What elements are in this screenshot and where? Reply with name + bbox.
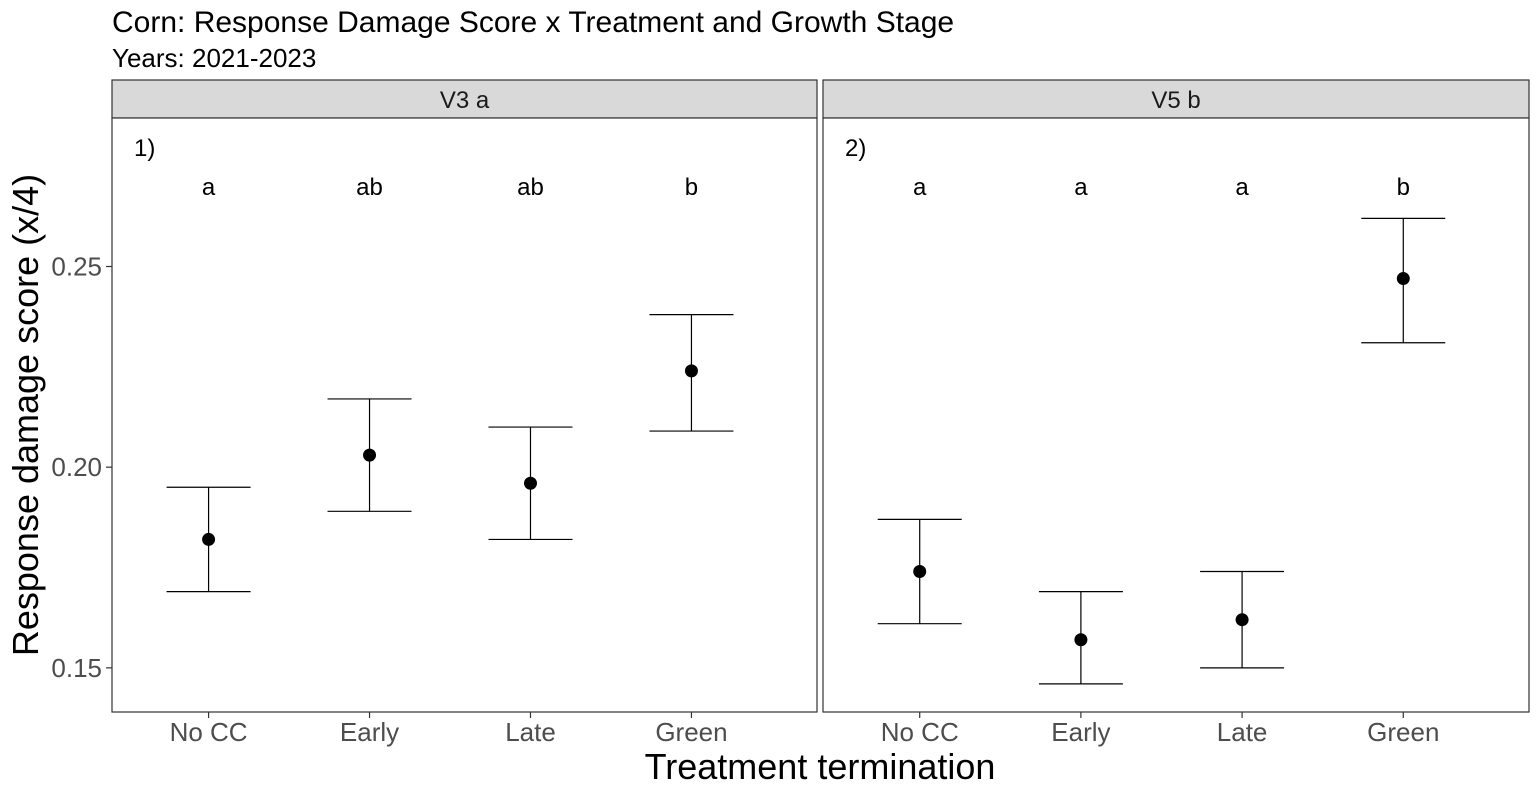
panel-tag-1: 1) xyxy=(134,135,155,162)
x-tick-label: Late xyxy=(505,717,556,747)
mean-point xyxy=(684,364,698,378)
facet-plot-area-2 xyxy=(822,117,1530,713)
significance-letter: b xyxy=(1397,174,1410,201)
x-tick-label: Early xyxy=(1051,717,1110,747)
mean-point xyxy=(1074,633,1088,647)
facet-plot-area-1 xyxy=(111,117,818,713)
mean-point xyxy=(913,565,927,579)
facet-panel-2: V5 b 2) a No CC a Early a Late b Green xyxy=(822,79,1530,747)
significance-letter: b xyxy=(685,174,698,201)
significance-letter: a xyxy=(202,174,216,201)
chart-title: Corn: Response Damage Score x Treatment … xyxy=(112,6,954,39)
mean-point xyxy=(523,476,537,490)
y-axis: 0.15 0.20 0.25 xyxy=(51,252,112,683)
panel-tag-2: 2) xyxy=(845,135,866,162)
facet-strip-label-2: V5 b xyxy=(1151,87,1200,114)
significance-letter: a xyxy=(1074,174,1088,201)
mean-point xyxy=(202,532,216,546)
facet-panel-1: V3 a 1) a No CC ab Early ab Late b Green xyxy=(111,79,818,747)
x-tick-label: Late xyxy=(1217,717,1268,747)
significance-letter: a xyxy=(913,174,927,201)
facet-strip-label-1: V3 a xyxy=(440,87,490,114)
facet-strip-1 xyxy=(111,79,818,119)
x-tick-label: Green xyxy=(655,717,727,747)
mean-point xyxy=(363,448,377,462)
mean-point xyxy=(1235,613,1249,627)
mean-point xyxy=(1396,272,1410,286)
chart-subtitle: Years: 2021-2023 xyxy=(112,43,316,73)
x-tick-label: No CC xyxy=(170,717,248,747)
x-tick-label: Green xyxy=(1367,717,1439,747)
x-axis-title: Treatment termination xyxy=(645,746,996,787)
significance-letter: ab xyxy=(517,174,544,201)
x-tick-label: No CC xyxy=(881,717,959,747)
y-tick-label: 0.15 xyxy=(51,653,102,683)
y-axis-title: Response damage score (x/4) xyxy=(5,174,46,656)
significance-letter: a xyxy=(1235,174,1249,201)
y-tick-label: 0.20 xyxy=(51,452,102,482)
y-tick-label: 0.25 xyxy=(51,252,102,282)
x-tick-label: Early xyxy=(340,717,399,747)
significance-letter: ab xyxy=(356,174,383,201)
